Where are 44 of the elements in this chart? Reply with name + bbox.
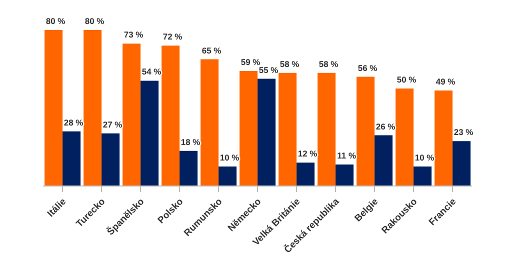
data-label: 18 % — [180, 136, 201, 147]
data-label: 10 % — [220, 152, 240, 162]
bar — [396, 88, 414, 186]
bar — [140, 80, 159, 186]
data-label: 72 % — [162, 32, 183, 42]
data-label: 50 % — [396, 74, 417, 84]
data-label: 80 % — [46, 16, 66, 26]
bar — [200, 59, 219, 186]
data-label: 49 % — [436, 76, 456, 86]
data-label: 65 % — [202, 45, 222, 56]
bar — [258, 78, 276, 186]
bar — [62, 131, 81, 186]
data-label: 56 % — [358, 62, 378, 73]
bar — [102, 133, 120, 186]
bar — [44, 30, 63, 186]
data-label: 26 % — [376, 121, 396, 132]
bar — [84, 30, 102, 186]
data-label: 58 % — [280, 58, 300, 69]
data-label: 58 % — [318, 58, 339, 69]
bar — [434, 90, 453, 186]
data-label: 28 % — [64, 117, 84, 128]
bar — [296, 162, 315, 186]
data-label: 55 % — [258, 64, 279, 75]
data-label: 12 % — [298, 148, 318, 159]
bar — [122, 44, 141, 186]
bar — [278, 72, 297, 186]
data-label: 11 % — [337, 150, 356, 161]
data-label: 73 % — [124, 30, 144, 40]
bar — [318, 72, 336, 186]
bar — [240, 70, 258, 186]
data-label: 54 % — [142, 66, 162, 77]
bar — [414, 166, 432, 186]
bar — [356, 76, 375, 186]
bar — [336, 164, 354, 186]
data-label: 10 % — [414, 152, 435, 162]
bar — [180, 150, 198, 186]
data-label: 23 % — [454, 127, 474, 138]
bar — [452, 141, 471, 186]
bar — [162, 46, 180, 186]
data-label: 80 % — [84, 16, 105, 26]
data-label: 59 % — [240, 56, 261, 67]
data-label: 27 % — [102, 119, 123, 130]
bar — [218, 166, 237, 186]
bar — [374, 135, 393, 186]
